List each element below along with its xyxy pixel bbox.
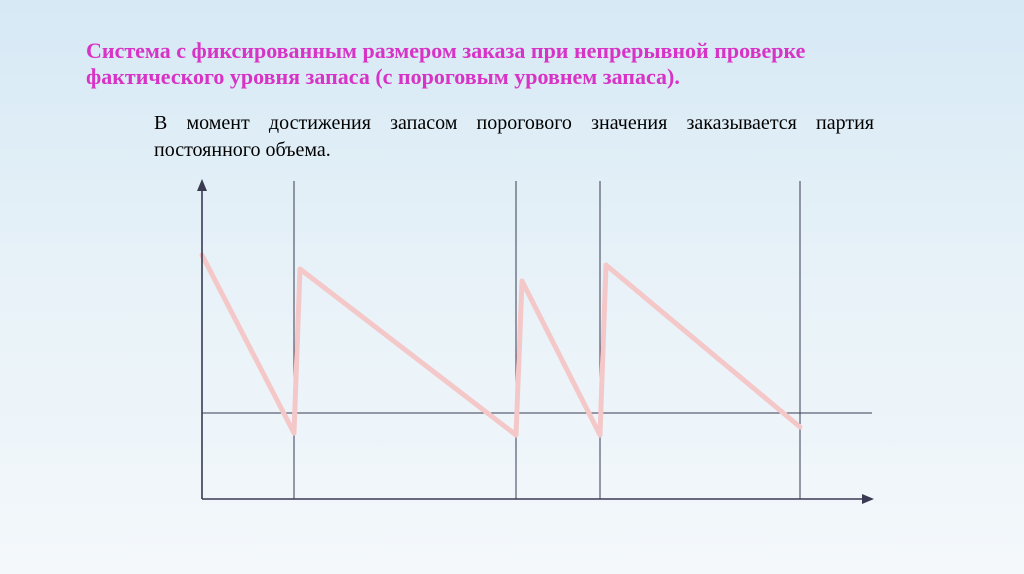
title-line-2: фактического уровня запаса (с пороговым …	[86, 64, 964, 90]
chart-svg	[132, 175, 892, 545]
inventory-chart	[132, 175, 892, 545]
body-paragraph: В момент достижения запасом порогового з…	[154, 110, 874, 164]
title-line-1: Система с фиксированным размером заказа …	[86, 38, 964, 64]
